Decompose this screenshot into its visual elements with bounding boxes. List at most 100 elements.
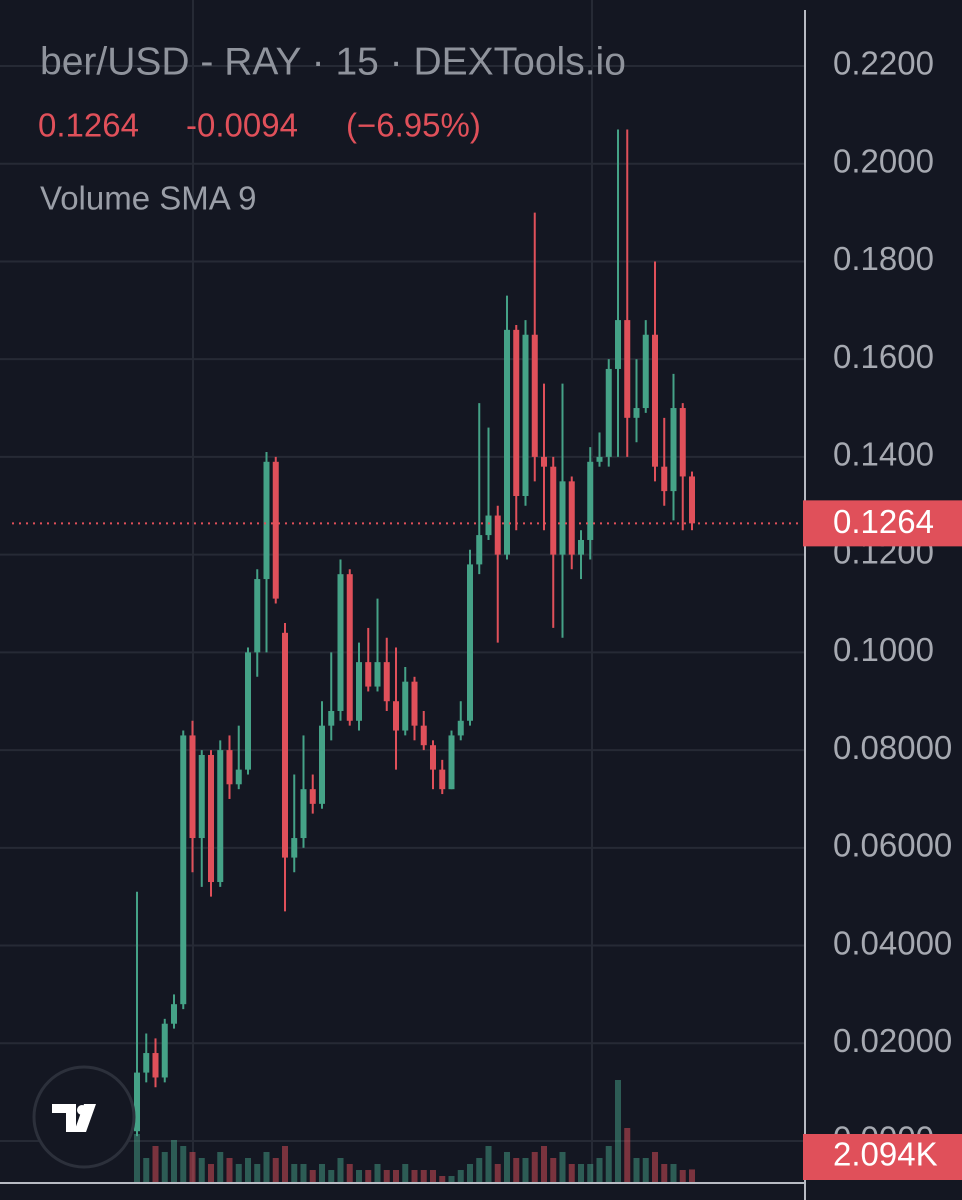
y-tick-label: 0.02000 (833, 1022, 952, 1059)
last-price-box (803, 500, 962, 547)
y-tick-label: 0.06000 (833, 827, 952, 864)
candle-body (180, 735, 187, 1005)
volume-bar (652, 1152, 658, 1182)
volume-bar (689, 1169, 695, 1182)
volume-bar (319, 1164, 325, 1182)
candle-body (624, 320, 631, 418)
volume-bar (180, 1146, 187, 1182)
volume-bar (152, 1146, 159, 1182)
volume-bar (245, 1158, 251, 1182)
candle-body (661, 466, 668, 492)
candle-body (652, 334, 658, 467)
candle-body (235, 769, 242, 785)
candle-body (309, 789, 316, 804)
candle-body (522, 334, 529, 496)
volume-bar (531, 1152, 538, 1182)
y-tick-label: 0.2000 (833, 142, 934, 179)
volume-bar (263, 1152, 270, 1182)
volume-bar (476, 1158, 483, 1182)
volume-bar (624, 1128, 631, 1182)
volume-bar (189, 1152, 196, 1182)
volume-bar (679, 1170, 686, 1182)
candle-body (282, 632, 288, 858)
last-price-label: 0.1264 (833, 503, 934, 540)
candle-body (615, 320, 621, 369)
candle-body (300, 789, 307, 839)
y-tick-label: 0.04000 (833, 924, 952, 961)
candle-body (263, 461, 270, 580)
volume-bar (550, 1158, 557, 1182)
candle-body (319, 725, 325, 804)
volume-bar (198, 1158, 205, 1182)
volume-bar (578, 1164, 584, 1182)
volume-bar (642, 1158, 649, 1182)
volume-bar (402, 1164, 409, 1182)
candle-body (226, 750, 233, 785)
volume-bar (235, 1164, 242, 1182)
y-tick-label: 0.1600 (833, 338, 934, 375)
candle-body (411, 681, 418, 726)
candle-body (356, 662, 362, 721)
volume-bar (596, 1158, 603, 1182)
volume-bar (134, 1134, 140, 1182)
candle-body (272, 461, 279, 599)
volume-bar (254, 1164, 261, 1182)
volume-bar (282, 1146, 288, 1182)
candle-body (143, 1053, 150, 1073)
volume-bar (504, 1152, 510, 1182)
candle-body (689, 476, 695, 524)
candle-body (578, 539, 584, 555)
y-tick-label: 0.1800 (833, 240, 934, 277)
volume-bar (161, 1152, 168, 1182)
candle-body (485, 515, 492, 536)
candle-body (161, 1023, 168, 1078)
volume-bar (217, 1152, 224, 1182)
volume-bar (143, 1158, 150, 1182)
volume-box (803, 1134, 962, 1180)
candle-body (328, 711, 335, 726)
candle-body (383, 662, 390, 702)
candle-body (605, 368, 612, 457)
candle-body (365, 662, 372, 687)
logo-dot[interactable] (77, 1105, 87, 1115)
candle-body (393, 701, 399, 731)
last-price: 0.1264 (38, 107, 139, 144)
volume-label: 2.094K (833, 1136, 938, 1173)
candle-body (559, 481, 566, 555)
candle-body (189, 735, 196, 839)
candle-body (254, 579, 261, 653)
volume-bar (494, 1164, 501, 1182)
volume-bar (208, 1164, 214, 1182)
volume-bar (346, 1164, 353, 1182)
candle-body (245, 652, 251, 770)
candle-body (550, 466, 557, 555)
volume-bar (559, 1152, 566, 1182)
candle-body (439, 769, 446, 790)
volume-bar (411, 1170, 418, 1182)
volume-bar (605, 1146, 612, 1182)
logo[interactable] (32, 1065, 136, 1169)
candle-body (152, 1053, 159, 1078)
y-tick-label: 0.1000 (833, 631, 934, 668)
candle-body (504, 329, 510, 555)
candle-body (291, 838, 298, 858)
candle-body (467, 564, 473, 721)
volume-bar (513, 1158, 520, 1182)
volume-bar (467, 1164, 473, 1182)
volume-bar (522, 1158, 529, 1182)
candle-body (208, 754, 214, 883)
y-tick-label: 0.2200 (833, 45, 934, 82)
volume-bar (430, 1170, 436, 1182)
candle-body (217, 750, 224, 883)
candle-body (346, 574, 353, 721)
volume-bar (420, 1170, 427, 1182)
candle-body (568, 481, 575, 555)
title: ber/USD - RAY · 15 · DEXTools.io (40, 40, 626, 83)
candle-body (476, 535, 483, 565)
candle-body (587, 461, 594, 540)
volume-bar (587, 1164, 594, 1182)
volume-bar (485, 1146, 492, 1182)
